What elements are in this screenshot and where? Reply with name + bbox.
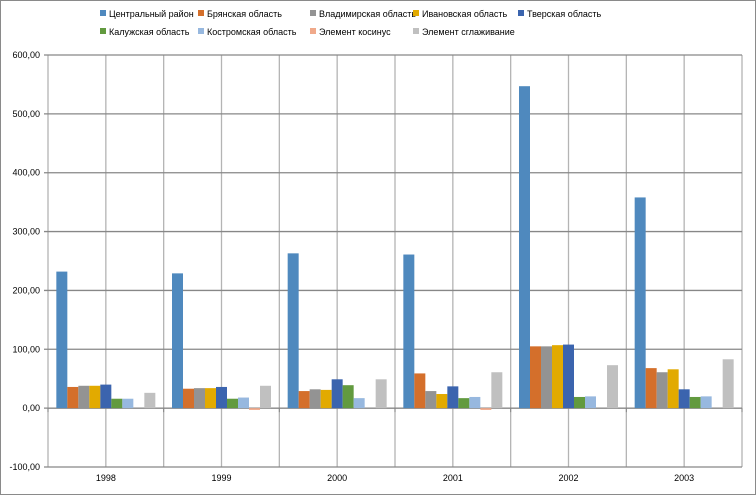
bar-1-3 <box>205 388 216 409</box>
bar-2-2 <box>309 389 321 409</box>
bar-0-3 <box>89 385 101 409</box>
bar-0-8 <box>144 392 156 409</box>
y-tick-label: 200,00 <box>12 285 40 295</box>
bar-1-7 <box>249 408 260 410</box>
bar-3-2 <box>425 391 437 409</box>
bar-1-0 <box>172 273 183 409</box>
bar-3-6 <box>469 396 481 409</box>
legend-item: Брянская область <box>198 9 282 19</box>
y-tick-label: 100,00 <box>12 344 40 354</box>
legend-item: Центральный район <box>100 9 194 19</box>
legend-label: Калужская область <box>109 27 190 37</box>
legend-swatch <box>198 10 204 16</box>
bar-1-5 <box>227 398 238 409</box>
bar-3-1 <box>414 373 426 409</box>
bar-5-4 <box>678 389 690 409</box>
y-tick-label: 0,00 <box>22 403 40 413</box>
bar-5-6 <box>700 396 712 409</box>
bar-0-6 <box>122 398 134 409</box>
legend-label: Костромская область <box>207 27 297 37</box>
x-tick-label: 2003 <box>674 473 694 483</box>
x-tick-label: 2002 <box>558 473 578 483</box>
legend-item: Тверская область <box>518 9 601 19</box>
y-tick-label: 600,00 <box>12 50 40 60</box>
legend-item: Ивановская область <box>413 9 507 19</box>
legend-label: Центральный район <box>109 9 194 19</box>
legend-swatch <box>310 10 316 16</box>
bar-2-0 <box>287 253 299 409</box>
bar-0-4 <box>100 384 112 409</box>
y-tick-label: 300,00 <box>12 227 40 237</box>
bar-4-1 <box>530 346 541 409</box>
legend-label: Элемент сглаживание <box>422 27 515 37</box>
bar-4-0 <box>519 86 530 409</box>
bar-3-5 <box>458 398 470 409</box>
bars <box>56 86 734 410</box>
bar-5-5 <box>689 396 701 409</box>
bar-3-8 <box>491 372 503 409</box>
y-axis-ticks: -100,00 0,00 100,00 200,00 300,00 400,00 500,0… <box>9 50 40 472</box>
x-tick-label: 2000 <box>327 473 347 483</box>
legend-swatch <box>413 10 419 16</box>
bar-2-3 <box>320 389 332 409</box>
legend-item: Элемент косинус <box>310 27 391 37</box>
bar-1-4 <box>216 386 227 409</box>
y-tick-label: 500,00 <box>12 109 40 119</box>
bar-4-6 <box>585 396 596 409</box>
bar-2-1 <box>298 391 310 409</box>
bar-4-5 <box>574 396 585 409</box>
x-tick-label: 1998 <box>96 473 116 483</box>
legend-item: Владимирская область <box>310 9 416 19</box>
y-tick-label: 400,00 <box>12 168 40 178</box>
bar-5-2 <box>656 372 668 409</box>
legend-swatch <box>518 10 524 16</box>
bar-5-8 <box>722 359 734 409</box>
legend-swatch <box>413 28 419 34</box>
legend-item: Элемент сглаживание <box>413 27 515 37</box>
bar-0-5 <box>111 398 123 409</box>
y-tick-label: -100,00 <box>9 462 40 472</box>
bar-4-2 <box>541 346 552 409</box>
x-tick-label: 1999 <box>211 473 231 483</box>
bar-2-5 <box>342 385 354 409</box>
bar-5-3 <box>667 369 679 409</box>
legend-item: Калужская область <box>100 27 190 37</box>
bar-4-3 <box>552 345 563 409</box>
bar-2-6 <box>353 398 365 409</box>
legend-label: Элемент косинус <box>319 27 391 37</box>
bar-2-8 <box>375 379 387 409</box>
bar-3-7 <box>480 408 492 410</box>
legend-swatch <box>100 10 106 16</box>
legend: Центральный район Брянская область Владими… <box>100 9 601 37</box>
bar-2-4 <box>331 379 343 409</box>
legend-label: Брянская область <box>207 9 282 19</box>
bar-1-8 <box>260 385 271 409</box>
legend-swatch <box>310 28 316 34</box>
bar-3-3 <box>436 394 448 409</box>
bar-4-8 <box>607 365 618 409</box>
bar-5-1 <box>645 368 657 409</box>
legend-item: Костромская область <box>198 27 297 37</box>
x-axis-ticks: 1998 1999 2000 2001 2002 2003 <box>96 473 694 483</box>
bar-1-2 <box>194 388 205 409</box>
x-tick-label: 2001 <box>443 473 463 483</box>
bar-1-6 <box>238 397 249 409</box>
bar-5-0 <box>634 197 646 409</box>
bar-0-2 <box>78 385 90 409</box>
legend-label: Владимирская область <box>319 9 416 19</box>
bar-0-0 <box>56 271 68 409</box>
legend-label: Тверская область <box>527 9 601 19</box>
legend-label: Ивановская область <box>422 9 507 19</box>
legend-swatch <box>100 28 106 34</box>
bar-4-4 <box>563 344 574 409</box>
gridlines <box>44 54 743 468</box>
bar-3-0 <box>403 254 415 409</box>
bar-1-1 <box>183 388 194 409</box>
bar-0-1 <box>67 386 79 409</box>
bar-3-4 <box>447 386 459 409</box>
legend-swatch <box>198 28 204 34</box>
